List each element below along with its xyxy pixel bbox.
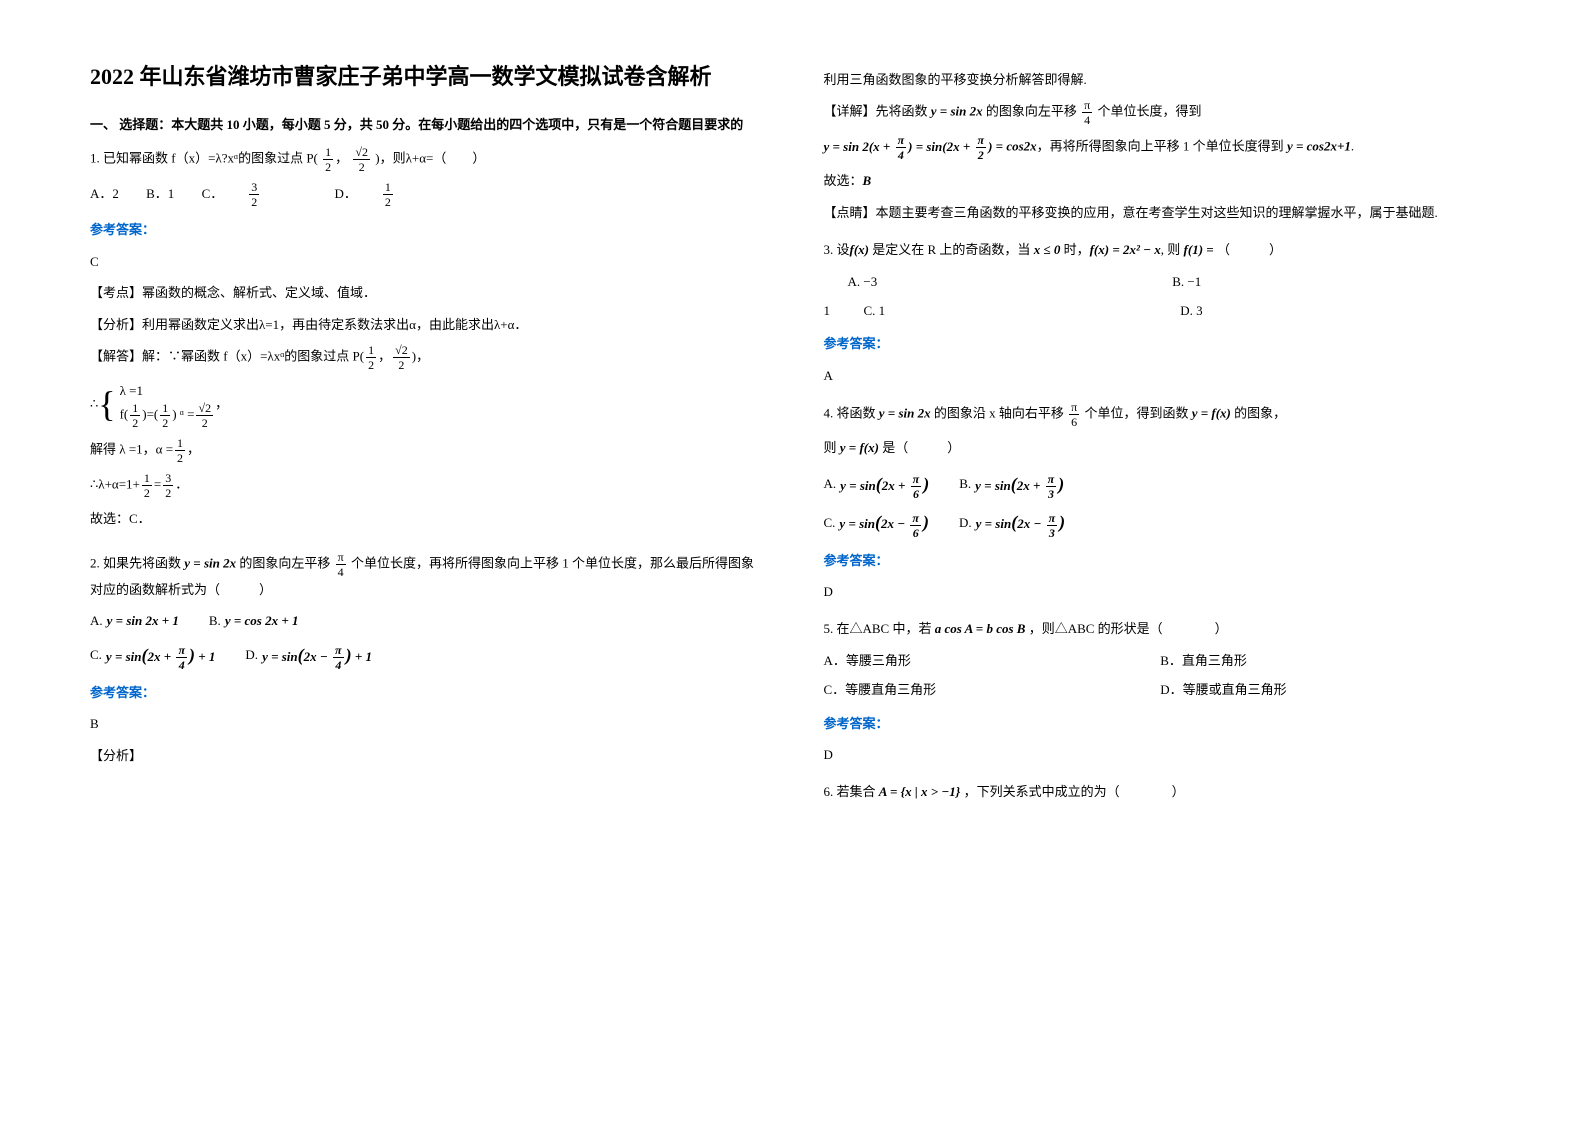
- q2-options-row1: A.y = sin 2x + 1 B.y = cos 2x + 1: [90, 609, 764, 632]
- q1-stem-post: )，则λ+α=（ ）: [375, 151, 485, 166]
- q3-optA: A. −3: [848, 270, 1173, 293]
- q2-optA: A.y = sin 2x + 1: [90, 609, 179, 632]
- q1-sum: ∴λ+α=1+12=32．: [90, 472, 764, 499]
- q3-optB: B. −1: [1172, 270, 1497, 293]
- q2-r1: 利用三角函数图象的平移变换分析解答即得解.: [824, 68, 1498, 91]
- q2-stem: 2. 如果先将函数 y = sin 2x 的图象向左平移 π4 个单位长度，再将…: [90, 551, 764, 601]
- q4-opts-row1: A.y = sin(2x + π6) B.y = sin(2x + π3): [824, 468, 1498, 501]
- left-column: 2022 年山东省潍坊市曹家庄子弟中学高一数学文模拟试卷含解析 一、 选择题：本…: [90, 60, 764, 812]
- q2-answer: B: [90, 712, 764, 735]
- q1-guxuan: 故选：C．: [90, 507, 764, 530]
- q5-answer: D: [824, 743, 1498, 766]
- q2-optC: C. y = sin(2x + π4) + 1: [90, 639, 215, 672]
- q3-answer: A: [824, 364, 1498, 387]
- q3-stem: 3. 设f(x) 是定义在 R 上的奇函数，当 x ≤ 0 时，f(x) = 2…: [824, 238, 1498, 261]
- q1-brace: ∴ { λ =1 f(12)=(12) ᵅ =√22 ，: [90, 379, 764, 429]
- q6-stem: 6. 若集合 A = {x | x > −1} ，下列关系式中成立的为（ ）: [824, 780, 1498, 803]
- q4-optA: A.y = sin(2x + π6): [824, 468, 930, 501]
- section1-heading: 一、 选择题：本大题共 10 小题，每小题 5 分，共 50 分。在每小题给出的…: [90, 113, 764, 136]
- q2-dianjing: 【点睛】本题主要考查三角函数的平移变换的应用，意在考查学生对这些知识的理解掌握水…: [824, 201, 1498, 224]
- q5-opts-row1: A．等腰三角形 B．直角三角形: [824, 649, 1498, 672]
- q1-stem-pre: 1. 已知幂函数 f（x）=λ?xᵅ的图象过点 P(: [90, 151, 318, 166]
- q3-answer-label: 参考答案：: [824, 332, 1498, 355]
- q1-jiede: 解得 λ =1，α =12，: [90, 437, 764, 464]
- q4-opts-row2: C.y = sin(2x − π6) D.y = sin(2x − π3): [824, 506, 1498, 539]
- q5-optA: A．等腰三角形: [824, 649, 1161, 672]
- q2-eq: y = sin 2(x + π4) = sin(2x + π2) = cos2x…: [824, 134, 1498, 161]
- q2-options-row2: C. y = sin(2x + π4) + 1 D. y = sin(2x − …: [90, 639, 764, 672]
- q2-xiangjie: 【详解】先将函数 y = sin 2x 的图象向左平移 π4 个单位长度，得到: [824, 99, 1498, 126]
- q1-kaodian: 【考点】幂函数的概念、解析式、定义域、值域．: [90, 281, 764, 304]
- right-column: 利用三角函数图象的平移变换分析解答即得解. 【详解】先将函数 y = sin 2…: [824, 60, 1498, 812]
- q4-answer: D: [824, 580, 1498, 603]
- q4-optB: B.y = sin(2x + π3): [959, 468, 1064, 501]
- q2-fenxi-label: 【分析】: [90, 744, 764, 767]
- q1-stem: 1. 已知幂函数 f（x）=λ?xᵅ的图象过点 P( 12， √22 )，则λ+…: [90, 146, 764, 173]
- q1-optD: D．12: [334, 186, 440, 201]
- q5-optB: B．直角三角形: [1160, 649, 1497, 672]
- q3-optD: D. 3: [1180, 299, 1497, 322]
- q2-optD: D. y = sin(2x − π4) + 1: [245, 639, 372, 672]
- q5-answer-label: 参考答案：: [824, 712, 1498, 735]
- q1-frac2: √22: [353, 146, 370, 173]
- exam-title: 2022 年山东省潍坊市曹家庄子弟中学高一数学文模拟试卷含解析: [90, 60, 764, 93]
- q4-optC: C.y = sin(2x − π6): [824, 506, 929, 539]
- q2-optB: B.y = cos 2x + 1: [209, 609, 299, 632]
- q1-options: A．2 B．1 C．32 D．12: [90, 181, 764, 208]
- q3-opts-row1: A. −3 B. −1: [824, 270, 1498, 293]
- q3-opts-row2: 1 C. 1 D. 3: [824, 299, 1498, 322]
- q1-optB: B．1: [146, 186, 174, 201]
- q1-answer-label: 参考答案：: [90, 218, 764, 241]
- q1-optA: A．2: [90, 186, 119, 201]
- q2-guxuan: 故选：B: [824, 169, 1498, 192]
- q1-frac1: 12: [323, 146, 333, 173]
- q4-answer-label: 参考答案：: [824, 549, 1498, 572]
- q4-stem: 4. 将函数 y = sin 2x 的图象沿 x 轴向右平移 π6 个单位，得到…: [824, 401, 1498, 428]
- q1-jieda: 【解答】解：∵幂函数 f（x）=λxᵅ的图象过点 P(12，√22)，: [90, 344, 764, 371]
- q2-answer-label: 参考答案：: [90, 681, 764, 704]
- q5-optC: C．等腰直角三角形: [824, 678, 1161, 701]
- q3-optC: C. 1: [864, 299, 1181, 322]
- q4-optD: D.y = sin(2x − π3): [959, 506, 1065, 539]
- q5-opts-row2: C．等腰直角三角形 D．等腰或直角三角形: [824, 678, 1498, 701]
- q5-optD: D．等腰或直角三角形: [1160, 678, 1497, 701]
- q1-fenxi: 【分析】利用幂函数定义求出λ=1，再由待定系数法求出α，由此能求出λ+α．: [90, 313, 764, 336]
- q1-answer: C: [90, 250, 764, 273]
- q1-optC: C．32: [202, 186, 308, 201]
- q4-stem2: 则 y = f(x) 是（ ）: [824, 436, 1498, 459]
- q5-stem: 5. 在△ABC 中，若 a cos A = b cos B ，则△ABC 的形…: [824, 617, 1498, 640]
